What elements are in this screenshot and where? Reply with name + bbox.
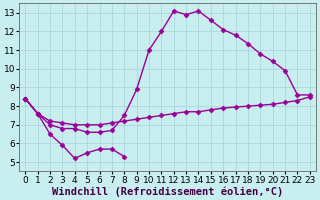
X-axis label: Windchill (Refroidissement éolien,°C): Windchill (Refroidissement éolien,°C) xyxy=(52,186,283,197)
